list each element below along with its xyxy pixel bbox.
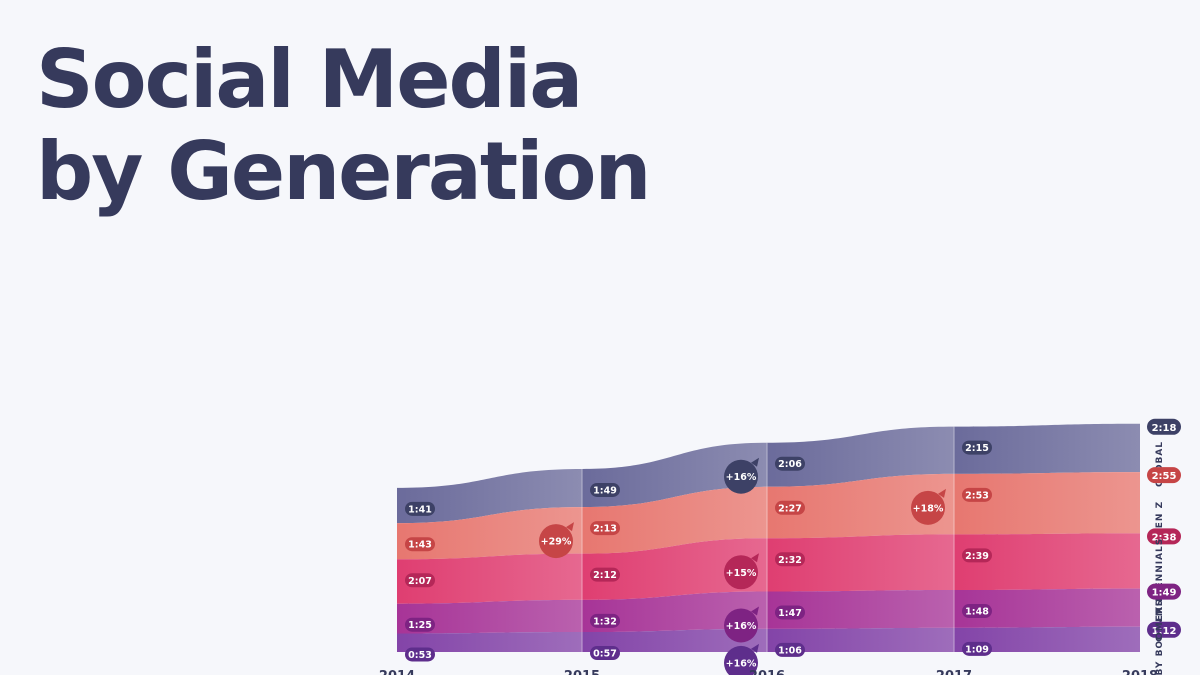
svg-text:2:39: 2:39 [965, 551, 989, 562]
band-gen-z [397, 472, 1140, 560]
value-label-baby-boomers-2016: 1:06 [775, 642, 805, 657]
band-gen-x [397, 588, 1140, 634]
svg-text:+18%: +18% [913, 503, 944, 514]
svg-text:+16%: +16% [726, 621, 757, 632]
value-label-global-2014: 1:41 [405, 501, 435, 516]
band-millennials [397, 533, 1140, 604]
growth-bubble-baby-boomers: +16% [724, 643, 759, 675]
growth-bubble-gen-z: +29% [539, 522, 574, 559]
legend-item-global: 2:18 GLOBAL [1147, 418, 1181, 487]
x-tick-label: 2018 [1122, 669, 1158, 675]
value-label-gen-x-2017: 1:48 [962, 604, 992, 619]
svg-text:1:25: 1:25 [408, 620, 432, 631]
svg-text:2:18: 2:18 [1152, 423, 1177, 434]
svg-text:1:49: 1:49 [593, 485, 617, 496]
svg-text:BABY BOOMERS: BABY BOOMERS [1155, 599, 1165, 675]
value-label-global-2015: 1:49 [590, 482, 620, 497]
band-baby-boomers [397, 626, 1140, 652]
svg-text:1:43: 1:43 [408, 540, 432, 551]
x-tick-label: 2016 [749, 669, 785, 675]
svg-text:2:15: 2:15 [965, 443, 989, 454]
svg-text:1:41: 1:41 [408, 504, 432, 515]
value-label-millennials-2016: 2:32 [775, 552, 805, 567]
title-line-2: by Generation [36, 125, 651, 218]
x-tick-label: 2015 [564, 669, 600, 675]
x-axis: 2014 2015 2016 2017 2018 [379, 669, 1158, 675]
value-label-baby-boomers-2017: 1:09 [962, 641, 992, 656]
value-label-gen-z-2015: 2:13 [590, 521, 620, 536]
legend-item-gen-z: 2:55 GEN Z [1147, 467, 1181, 537]
svg-text:+29%: +29% [541, 537, 572, 548]
page-title: Social Media by Generation [36, 33, 651, 218]
value-label-baby-boomers-2015: 0:57 [590, 646, 620, 661]
value-label-gen-z-2016: 2:27 [775, 500, 805, 515]
svg-text:1:49: 1:49 [1152, 588, 1177, 599]
svg-text:2:12: 2:12 [593, 570, 617, 581]
svg-text:1:12: 1:12 [1152, 626, 1177, 637]
chart-bands [397, 423, 1140, 652]
svg-text:1:48: 1:48 [965, 607, 989, 618]
growth-bubble-gen-x: +16% [724, 606, 759, 643]
svg-text:MILLENNIALS: MILLENNIALS [1155, 538, 1165, 617]
value-label-gen-x-2015: 1:32 [590, 613, 620, 628]
value-label-gen-z-2014: 1:43 [405, 537, 435, 552]
value-label-baby-boomers-2014: 0:53 [405, 647, 435, 662]
svg-text:2:27: 2:27 [778, 503, 802, 514]
svg-text:1:47: 1:47 [778, 608, 802, 619]
svg-text:1:32: 1:32 [593, 616, 617, 627]
svg-text:+15%: +15% [726, 568, 757, 579]
value-label-gen-z-2017: 2:53 [962, 487, 992, 502]
growth-bubble-global: +16% [724, 457, 759, 494]
svg-text:+16%: +16% [726, 658, 757, 669]
svg-text:GEN Z: GEN Z [1155, 501, 1165, 537]
value-label-gen-x-2014: 1:25 [405, 617, 435, 632]
title-line-1: Social Media [36, 33, 583, 126]
svg-text:+16%: +16% [726, 472, 757, 483]
svg-text:2:55: 2:55 [1152, 471, 1177, 482]
svg-text:0:57: 0:57 [593, 649, 617, 660]
svg-text:1:06: 1:06 [778, 645, 802, 656]
x-tick-label: 2017 [936, 669, 972, 675]
value-labels: 1:41 1:49 2:06 2:15 1:43 2:13 2:27 2:53 2:07 2:12… [405, 440, 992, 662]
band-global [397, 423, 1140, 524]
svg-text:2:07: 2:07 [408, 576, 432, 587]
value-label-global-2017: 2:15 [962, 440, 992, 455]
value-label-millennials-2015: 2:12 [590, 567, 620, 582]
svg-text:2:32: 2:32 [778, 555, 802, 566]
svg-text:GLOBAL: GLOBAL [1155, 441, 1165, 487]
svg-text:1:09: 1:09 [965, 644, 989, 655]
value-label-millennials-2017: 2:39 [962, 548, 992, 563]
svg-text:2:53: 2:53 [965, 490, 989, 501]
value-label-gen-x-2016: 1:47 [775, 605, 805, 620]
value-label-millennials-2014: 2:07 [405, 573, 435, 588]
svg-text:2:38: 2:38 [1152, 532, 1177, 543]
svg-text:2:06: 2:06 [778, 459, 802, 470]
growth-bubble-gen-z: +18% [911, 488, 946, 525]
growth-bubble-millennials: +15% [724, 553, 759, 590]
value-label-global-2016: 2:06 [775, 456, 805, 471]
svg-text:0:53: 0:53 [408, 650, 432, 661]
svg-text:2:13: 2:13 [593, 524, 617, 535]
x-tick-label: 2014 [379, 669, 415, 675]
growth-bubbles: +16% +29% +18% +15% +16% +16% [539, 457, 946, 675]
